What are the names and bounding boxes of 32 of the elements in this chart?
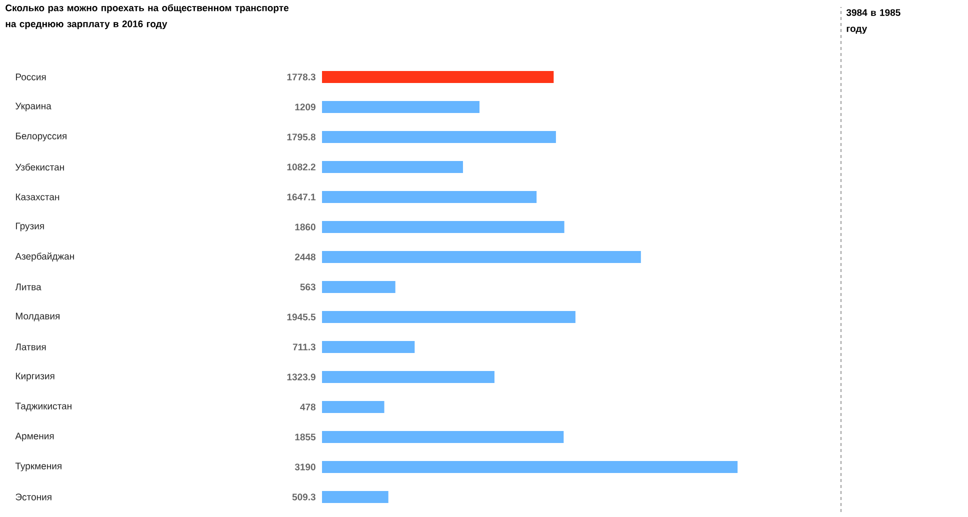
- y-tick-label: Латвия: [15, 344, 46, 350]
- data-label: 1855: [295, 434, 316, 440]
- data-label: 509.3: [292, 494, 316, 500]
- y-tick-label: Азербайджан: [15, 252, 74, 262]
- y-tick-label: Таджикистан: [15, 402, 72, 412]
- y-tick-label: Литва: [15, 284, 42, 290]
- y-tick-label: Грузия: [16, 222, 44, 232]
- data-label: 1647.1: [287, 194, 316, 200]
- data-label: 711.3: [292, 344, 316, 350]
- data-label: 1209: [295, 104, 316, 110]
- y-tick-label: Казахстан: [16, 194, 60, 200]
- data-label: 1778.3: [287, 74, 316, 80]
- data-label: 563: [300, 284, 316, 290]
- ref-line-label: 3984 в 1985 году: [846, 9, 900, 34]
- y-tick-label: Киргизия: [16, 372, 54, 382]
- data-label: 1860: [295, 224, 316, 230]
- data-label: 1323.9: [287, 374, 316, 380]
- y-tick-label: Армения: [15, 432, 54, 442]
- data-label: 1082.2: [287, 164, 316, 170]
- data-label: 478: [300, 404, 316, 410]
- y-tick-label: Белоруссия: [16, 132, 66, 142]
- y-tick-label: Эстония: [16, 494, 52, 500]
- data-label: 3190: [294, 464, 316, 470]
- y-tick-label: Туркмения: [15, 462, 62, 472]
- y-tick-label: Узбекистан: [15, 163, 64, 171]
- y-tick-label: Молдавия: [16, 312, 60, 322]
- text: Сколько раз можно проехать на общественном транспорте на среднюю зарплату в 2016 году: [6, 4, 288, 30]
- data-label: 2448: [295, 254, 316, 260]
- y-tick-label: Украина: [15, 102, 52, 112]
- data-label: 1945.5: [287, 314, 316, 320]
- y-tick-label: Россия: [16, 74, 46, 80]
- data-label: 1795.8: [287, 134, 316, 140]
